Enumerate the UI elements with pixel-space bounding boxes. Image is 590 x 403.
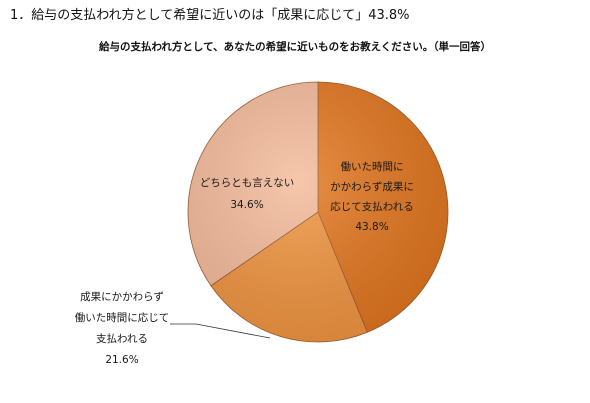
leader-line (170, 323, 271, 339)
slice-category-label: どちらとも言えない (200, 176, 295, 189)
slice-category-label: 働いた時間に (341, 160, 404, 173)
chart-title: 給与の支払われ方として、あなたの希望に近いものをお教えください。（単一回答） (98, 41, 492, 53)
page-heading: 1．給与の支払われ方として希望に近いのは「成果に応じて」43.8% (10, 8, 410, 23)
slice-category-label: 応じて支払われる (330, 200, 413, 213)
slice-value-label: 21.6% (105, 354, 138, 366)
slice-value-label: 43.8% (355, 221, 388, 233)
slice-category-label: かかわらず成果に (330, 181, 414, 193)
slice-category-label: 支払われる (96, 332, 148, 345)
slice-value-label: 34.6% (230, 199, 263, 211)
slice-category-label: 働いた時間に応じて (75, 311, 170, 324)
slice-category-label: 成果にかかわらず (80, 291, 164, 303)
